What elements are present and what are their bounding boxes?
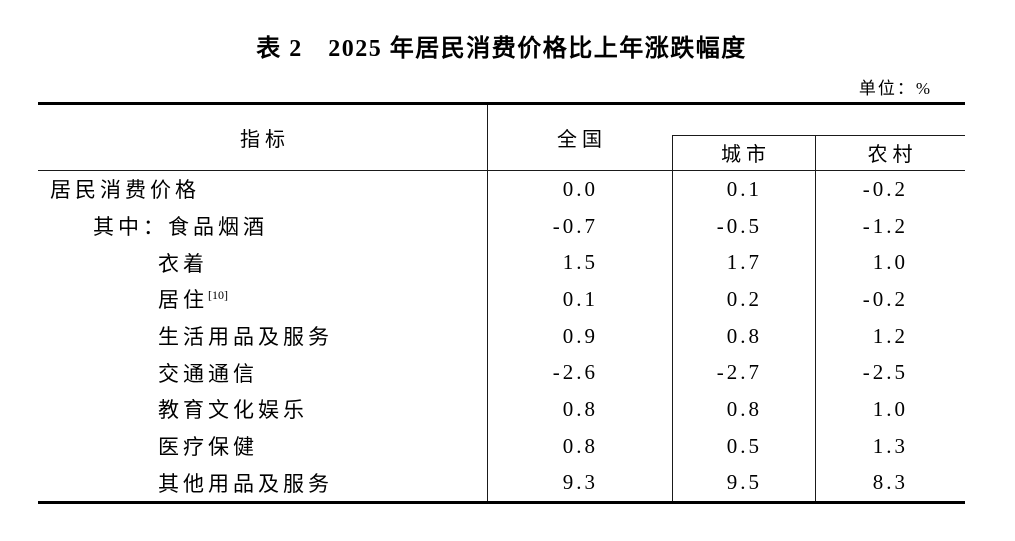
national-value: 1.5 — [562, 250, 598, 275]
table-row: 交通通信 -2.6 -2.7 -2.5 — [38, 354, 965, 391]
national-value: 0.8 — [562, 396, 598, 421]
rural-value: -2.5 — [862, 360, 908, 385]
national-value: 9.3 — [562, 470, 598, 495]
header-national: 全国 — [557, 129, 607, 151]
table-row: 其中：食品烟酒 -0.7 -0.5 -1.2 — [38, 208, 965, 245]
column-divider-national-urban — [672, 135, 673, 501]
urban-value: 1.7 — [726, 250, 762, 275]
urban-value: 0.8 — [726, 323, 762, 348]
national-value: 0.9 — [562, 323, 598, 348]
rural-value: -0.2 — [862, 176, 908, 201]
indicator-cell: 教育文化娱乐 — [158, 398, 308, 423]
indicator-cell: 生活用品及服务 — [158, 325, 333, 350]
urban-value: -0.5 — [716, 213, 762, 238]
indicator-cell: 医疗保健 — [158, 435, 258, 460]
indicator-cell: 居民消费价格 — [50, 178, 200, 203]
urban-value: 0.2 — [726, 286, 762, 311]
header-urban: 城市 — [721, 144, 771, 166]
indicator-label: 居住 — [158, 288, 208, 313]
national-value: -2.6 — [552, 360, 598, 385]
indicator-cell: 居住[10] — [38, 284, 487, 314]
urban-value: 0.5 — [726, 433, 762, 458]
table-row: 教育文化娱乐 0.8 0.8 1.0 — [38, 391, 965, 428]
unit-label: 单位：% — [858, 79, 932, 98]
rural-value: 8.3 — [872, 470, 908, 495]
header-rural: 农村 — [867, 144, 918, 166]
table-body: 居民消费价格 0.0 0.1 -0.2 其中：食品烟酒 -0.7 -0.5 -1… — [38, 171, 965, 501]
indicator-cell: 其他用品及服务 — [158, 471, 333, 496]
national-value: 0.0 — [562, 176, 598, 201]
header-bottom-divider — [38, 170, 965, 171]
table-row: 其他用品及服务 9.3 9.5 8.3 — [38, 464, 965, 501]
national-value: -0.7 — [552, 213, 598, 238]
rural-value: 1.0 — [872, 250, 908, 275]
subheader-top-divider — [672, 135, 965, 136]
indicator-cell: 其中：食品烟酒 — [93, 215, 268, 239]
rural-value: -0.2 — [862, 286, 908, 311]
table-row: 衣着 1.5 1.7 1.0 — [38, 244, 965, 281]
indicator-cell: 衣着 — [158, 251, 208, 276]
table-title: 表 2 2025 年居民消费价格比上年涨跌幅度 — [256, 36, 747, 62]
national-value: 0.1 — [562, 286, 598, 311]
column-divider-urban-rural — [815, 135, 816, 501]
urban-value: 0.1 — [726, 176, 762, 201]
table-row: 居住[10] 0.1 0.2 -0.2 — [38, 281, 965, 318]
table-row: 医疗保健 0.8 0.5 1.3 — [38, 428, 965, 465]
urban-value: 9.5 — [726, 470, 762, 495]
footnote-ref: [10] — [208, 288, 228, 303]
rural-value: 1.0 — [872, 396, 908, 421]
table-row: 居民消费价格 0.0 0.1 -0.2 — [38, 171, 965, 208]
header-indicator: 指标 — [240, 129, 290, 151]
rural-value: -1.2 — [862, 213, 908, 238]
urban-value: 0.8 — [726, 396, 762, 421]
cpi-table: 指标 全国 城市 农村 居民消费价格 0.0 0.1 -0.2 其中：食品烟酒 … — [38, 102, 965, 504]
urban-value: -2.7 — [716, 360, 762, 385]
indicator-cell: 交通通信 — [158, 361, 258, 386]
national-value: 0.8 — [562, 433, 598, 458]
rural-value: 1.2 — [872, 323, 908, 348]
table-row: 生活用品及服务 0.9 0.8 1.2 — [38, 318, 965, 355]
rural-value: 1.3 — [872, 433, 908, 458]
column-divider-indicator-national — [487, 105, 488, 501]
